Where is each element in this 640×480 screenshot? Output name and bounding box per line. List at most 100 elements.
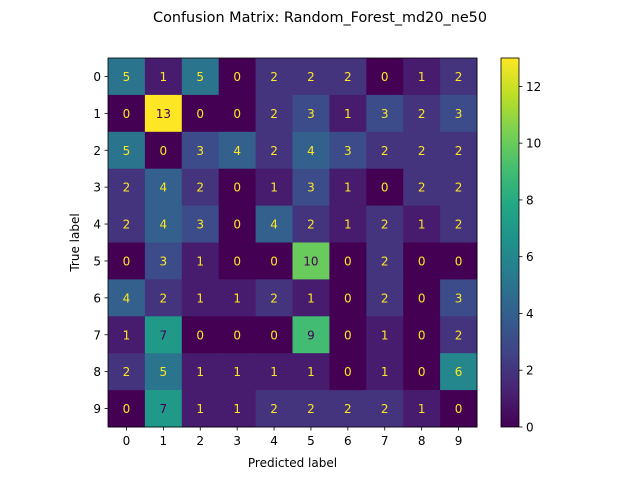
- heatmap-cell: [440, 316, 478, 354]
- cell-value-label: 1: [344, 181, 352, 195]
- cell-value-label: 5: [123, 70, 131, 84]
- cell-value-label: 1: [233, 365, 241, 379]
- x-tick-label: 9: [455, 434, 463, 448]
- heatmap-cell: [108, 58, 146, 96]
- cell-value-label: 1: [307, 291, 315, 305]
- cell-value-label: 0: [418, 328, 426, 342]
- heatmap-cell: [108, 279, 146, 317]
- heatmap-cell: [403, 316, 441, 354]
- cell-value-label: 2: [418, 181, 426, 195]
- cell-value-label: 10: [303, 254, 318, 268]
- heatmap-cell: [218, 94, 257, 133]
- heatmap-cell: [255, 131, 293, 170]
- heatmap-cell: [440, 205, 478, 243]
- x-tick-label: 2: [196, 434, 204, 448]
- heatmap-cell: [329, 131, 367, 170]
- heatmap-cell: [329, 205, 367, 243]
- cell-value-label: 0: [233, 70, 241, 84]
- cell-value-label: 5: [123, 144, 131, 158]
- heatmap-cell: [366, 58, 404, 96]
- cell-value-label: 0: [381, 70, 389, 84]
- cell-value-label: 2: [270, 144, 278, 158]
- heatmap-cell: [181, 131, 220, 170]
- heatmap-cell: [181, 58, 220, 96]
- cell-value-label: 3: [196, 144, 204, 158]
- cell-value-label: 5: [196, 70, 204, 84]
- cell-value-label: 2: [344, 402, 352, 416]
- heatmap-cell: [255, 316, 293, 354]
- heatmap-cell: [108, 242, 146, 280]
- heatmap-cell: [440, 242, 478, 280]
- cell-value-label: 2: [381, 144, 389, 158]
- cell-value-label: 0: [123, 402, 131, 416]
- cell-value-label: 0: [123, 254, 131, 268]
- heatmap-cell: [403, 168, 441, 207]
- heatmap-cell: [292, 242, 330, 280]
- heatmap-cell: [440, 353, 478, 391]
- heatmap-cell: [366, 94, 404, 133]
- heatmap-cell: [181, 279, 220, 317]
- cell-value-label: 1: [344, 218, 352, 232]
- heatmap-cell: [218, 390, 257, 428]
- heatmap-cell: [366, 390, 404, 428]
- cell-value-label: 2: [418, 144, 426, 158]
- cell-value-label: 4: [160, 181, 168, 195]
- heatmap-cell: [181, 316, 220, 354]
- x-tick-label: 4: [270, 434, 278, 448]
- cell-value-label: 2: [123, 365, 131, 379]
- heatmap-cell: [108, 205, 146, 243]
- cell-value-label: 2: [455, 144, 463, 158]
- colorbar-ticks: 0 2 4 6 8 10 12: [519, 80, 541, 435]
- heatmap-cell: [144, 205, 183, 243]
- cell-value-label: 1: [270, 365, 278, 379]
- cell-value-label: 1: [196, 254, 204, 268]
- heatmap-cell: [440, 58, 478, 96]
- cell-value-label: 1: [344, 107, 352, 121]
- heatmap-cell: [329, 353, 367, 391]
- heatmap-cell: [108, 316, 146, 354]
- cell-value-label: 0: [196, 328, 204, 342]
- cell-value-label: 2: [455, 328, 463, 342]
- cell-value-label: 1: [196, 365, 204, 379]
- cell-value-label: 2: [381, 218, 389, 232]
- y-tick-label: 7: [93, 328, 101, 342]
- heatmap-cell: [292, 168, 330, 207]
- cell-value-label: 7: [160, 402, 168, 416]
- cell-value-label: 2: [381, 254, 389, 268]
- heatmap-cell: [144, 58, 183, 96]
- cell-value-label: 2: [270, 402, 278, 416]
- heatmap-cell: [181, 205, 220, 243]
- cell-value-label: 2: [381, 291, 389, 305]
- cell-value-label: 5: [160, 365, 168, 379]
- heatmap-cell: [218, 205, 257, 243]
- heatmap-cell: [181, 242, 220, 280]
- heatmap-cell: [329, 168, 367, 207]
- colorbar-tick-label: 12: [526, 80, 541, 94]
- y-tick-label: 4: [93, 218, 101, 232]
- heatmap-cell: [329, 316, 367, 354]
- cell-value-label: 0: [233, 107, 241, 121]
- heatmap-cell-labels: 5 1 5 0 2 2 2 0 1 20 13 0 0 2 3 1 3 2 35 0 3 4 2 4 3 2 2 22 4 2 0 1 3 1 0 2…: [123, 70, 463, 416]
- cell-value-label: 1: [233, 291, 241, 305]
- cell-value-label: 1: [270, 181, 278, 195]
- heatmap-cell: [108, 94, 146, 133]
- heatmap-cell: [440, 390, 478, 428]
- heatmap-cell: [144, 131, 183, 170]
- cell-value-label: 1: [418, 70, 426, 84]
- colorbar-tick-label: 8: [526, 193, 534, 207]
- y-tick-label: 2: [93, 144, 101, 158]
- plot-frame: [107, 57, 478, 428]
- heatmap-cell: [440, 279, 478, 317]
- heatmap-cell: [366, 168, 404, 207]
- heatmap-cell: [403, 390, 441, 428]
- cell-value-label: 4: [123, 291, 131, 305]
- x-tick-label: 3: [233, 434, 241, 448]
- cell-value-label: 2: [270, 70, 278, 84]
- cell-value-label: 0: [344, 254, 352, 268]
- heatmap-cell: [403, 353, 441, 391]
- heatmap-cell: [108, 131, 146, 170]
- cell-value-label: 1: [418, 218, 426, 232]
- y-tick-label: 8: [93, 365, 101, 379]
- heatmap-cell: [255, 58, 293, 96]
- cell-value-label: 2: [455, 181, 463, 195]
